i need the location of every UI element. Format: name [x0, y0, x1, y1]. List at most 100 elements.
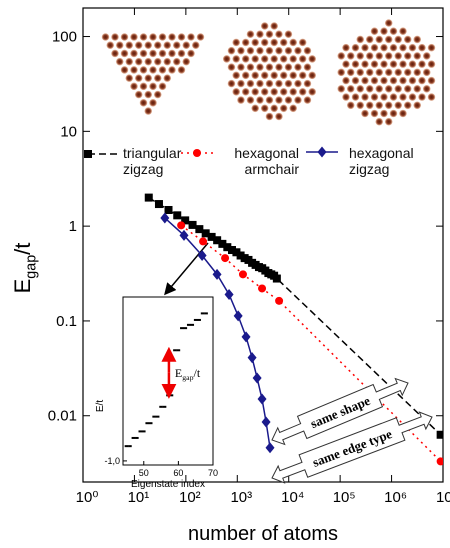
marker [232, 248, 241, 257]
atom [139, 33, 148, 41]
atom [361, 109, 369, 118]
atom [260, 104, 269, 113]
atom [384, 101, 393, 110]
y-tick-label: 100 [52, 29, 77, 46]
series-group [144, 193, 443, 466]
atom [346, 68, 355, 77]
atom [298, 88, 307, 96]
atom [403, 68, 412, 77]
atom [115, 57, 124, 66]
atom [153, 90, 162, 99]
atom [275, 30, 283, 39]
atom [270, 71, 278, 80]
atom [130, 33, 138, 41]
atom [342, 43, 350, 52]
legend-label: hexagonal zigzag [349, 145, 414, 177]
atom [403, 101, 412, 110]
atom [303, 79, 312, 88]
atom [125, 57, 134, 66]
arrow-outline [271, 377, 409, 446]
atom [413, 52, 422, 60]
atom [265, 96, 274, 104]
inset-y-tick-label: -1,0 [104, 456, 120, 466]
atom [246, 63, 255, 71]
atom [418, 43, 426, 52]
atom [389, 76, 398, 85]
atom [346, 101, 355, 110]
legend-marker [193, 149, 201, 157]
atom [251, 55, 259, 63]
marker [261, 416, 271, 428]
atom [275, 46, 283, 55]
atom [246, 96, 255, 104]
atom [380, 60, 388, 68]
atom [158, 82, 167, 91]
x-tick-label: 10² [179, 489, 201, 506]
atom [370, 93, 379, 101]
atom [303, 96, 312, 104]
marker [233, 310, 243, 322]
atom [356, 68, 365, 77]
legend-label: triangular zigzag [123, 145, 182, 177]
inset-x-tick-label: 60 [173, 468, 183, 478]
atom [380, 93, 388, 101]
marker [247, 352, 257, 364]
atom [384, 35, 393, 44]
atom [403, 52, 412, 60]
atom [365, 52, 374, 60]
atom [246, 46, 255, 55]
atom [389, 60, 398, 68]
atom [370, 109, 379, 118]
atom [260, 71, 269, 80]
label-sub: gap [182, 373, 193, 382]
atom [149, 82, 157, 91]
atom [413, 101, 422, 110]
marker [436, 430, 443, 439]
atom [237, 79, 245, 88]
atom [279, 71, 288, 80]
x-tick-label: 10⁴ [281, 489, 304, 506]
atom [289, 55, 297, 63]
marker [181, 216, 190, 225]
atom [279, 104, 288, 113]
atom [399, 93, 407, 101]
atom [130, 66, 138, 74]
atom [139, 82, 148, 91]
y-tick-label: 0.01 [48, 408, 77, 425]
atom [163, 41, 172, 50]
marker [436, 457, 443, 466]
atom [361, 60, 369, 68]
atom [394, 35, 403, 44]
atom [139, 49, 148, 58]
atom [289, 38, 297, 47]
atom [139, 66, 148, 74]
atom [256, 79, 264, 88]
atom [256, 63, 264, 71]
x-tick-label: 10¹ [128, 489, 150, 506]
atom [422, 68, 431, 77]
atom [144, 41, 153, 50]
atom [427, 93, 436, 101]
atom [241, 55, 250, 63]
legend-label: hexagonal armchair [234, 145, 299, 177]
x-tick-label: 10³ [230, 489, 252, 506]
atom [260, 88, 269, 96]
atom [120, 33, 129, 41]
atom [389, 27, 398, 36]
atom [294, 79, 302, 88]
atom [403, 85, 412, 93]
atom [399, 27, 407, 36]
label-main: E [175, 366, 182, 380]
atom [422, 52, 431, 60]
atom [134, 57, 143, 66]
marker [257, 393, 267, 405]
atom [413, 35, 422, 44]
atom [232, 71, 240, 80]
atom [246, 79, 255, 88]
atom [408, 93, 417, 101]
atom [101, 33, 110, 41]
marker [252, 372, 262, 384]
atom [361, 93, 369, 101]
atom [356, 101, 365, 110]
atom [389, 109, 398, 118]
